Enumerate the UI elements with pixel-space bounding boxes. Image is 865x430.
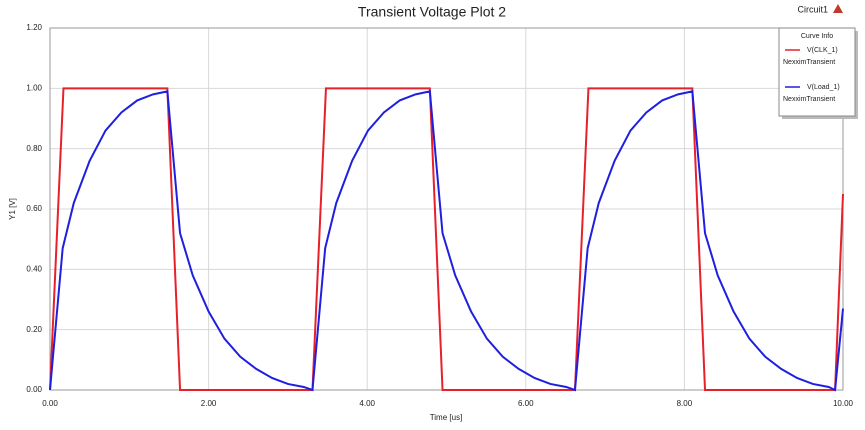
y-tick-label: 0.60 (26, 204, 42, 213)
legend-label: V(Load_1) (807, 84, 840, 91)
x-tick-label: 4.00 (359, 399, 375, 408)
x-axis-label: Time [us] (430, 413, 463, 422)
y-tick-label: 1.20 (26, 23, 42, 32)
legend-source: NexximTransient (783, 59, 835, 66)
logo (833, 4, 843, 13)
chart-title: Transient Voltage Plot 2 (358, 4, 506, 20)
legend-source: NexximTransient (783, 96, 835, 103)
lines (49, 87, 844, 392)
series-line (49, 87, 844, 391)
legend-box (778, 27, 856, 117)
y-tick-label: 0.00 (26, 385, 42, 394)
x-tick-label: 2.00 (201, 399, 217, 408)
legend-label: V(CLK_1) (807, 47, 838, 54)
x-tick-label: 8.00 (677, 399, 693, 408)
grid (49, 27, 844, 391)
series-line (49, 90, 844, 392)
x-tick-label: 6.00 (518, 399, 534, 408)
y-tick-label: 0.80 (26, 144, 42, 153)
corner-label: Circuit1 (797, 4, 828, 14)
y-tick-label: 0.20 (26, 325, 42, 334)
y-axis-label: Y1 [V] (8, 198, 17, 220)
legend-title: Curve Info (801, 33, 833, 40)
y-tick-label: 1.00 (26, 83, 42, 92)
legend: Curve Info V(CLK_1) NexximTransient V(Load… (778, 27, 858, 119)
y-tick-label: 0.40 (26, 264, 42, 273)
x-tick-label: 10.00 (833, 399, 854, 408)
x-tick-label: 0.00 (42, 399, 58, 408)
